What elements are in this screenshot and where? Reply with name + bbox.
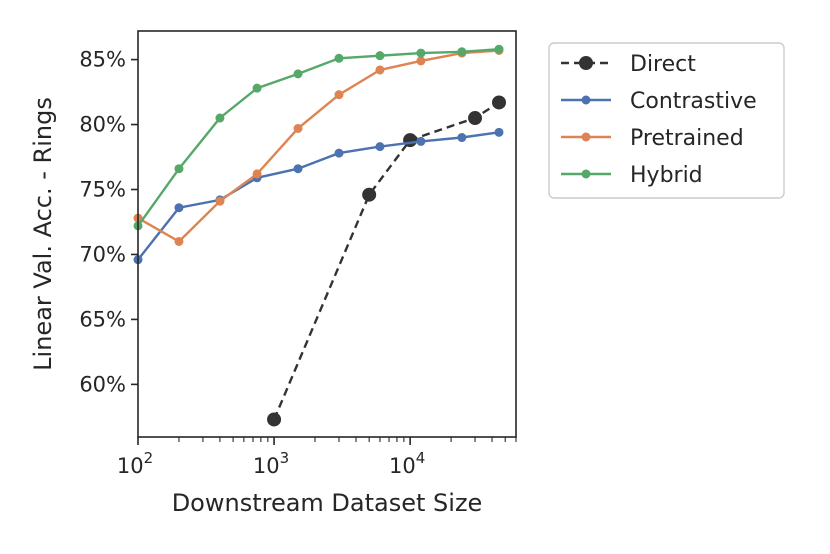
- data-point-contrastive: [293, 164, 303, 174]
- data-point-hybrid: [174, 164, 184, 174]
- data-point-hybrid: [215, 113, 225, 123]
- legend-label-direct: Direct: [630, 52, 696, 77]
- data-point-direct: [362, 187, 377, 202]
- legend-swatch-marker-hybrid: [581, 169, 591, 179]
- data-point-direct: [403, 133, 418, 148]
- legend-swatch-marker-pretrained: [581, 132, 591, 142]
- data-point-hybrid: [375, 51, 385, 61]
- legend: Direct Contrastive Pretrained Hybrid: [548, 42, 785, 199]
- x-tick-label-exponent: 4: [416, 449, 426, 467]
- data-point-hybrid: [457, 47, 467, 57]
- data-point-direct: [468, 111, 483, 126]
- series-line-hybrid: [137, 48, 500, 227]
- x-tick-label-base: 10: [117, 454, 144, 478]
- legend-box: [548, 42, 785, 199]
- series-line-contrastive: [137, 131, 500, 261]
- data-point-hybrid: [252, 83, 262, 93]
- legend-swatch-marker-direct: [579, 56, 593, 70]
- y-tick-label: 75%: [79, 178, 126, 202]
- y-axis-title: Linear Val. Acc. - Rings: [29, 97, 57, 371]
- y-tick-label: 70%: [79, 242, 126, 266]
- data-point-hybrid: [334, 53, 344, 63]
- y-tick-label: 85%: [79, 48, 126, 72]
- legend-label-hybrid: Hybrid: [630, 163, 703, 188]
- legend-label-contrastive: Contrastive: [630, 89, 757, 114]
- x-tick-label: 103: [253, 449, 289, 478]
- data-point-direct: [267, 412, 282, 427]
- data-point-contrastive: [416, 136, 426, 146]
- x-axis-title: Downstream Dataset Size: [172, 489, 483, 517]
- data-point-pretrained: [215, 196, 225, 206]
- plot-frame: [137, 30, 517, 438]
- legend-swatch-marker-contrastive: [581, 95, 591, 105]
- data-point-contrastive: [457, 133, 467, 143]
- y-tick-label: 60%: [79, 372, 126, 396]
- data-point-contrastive: [375, 142, 385, 152]
- y-tick-label: 80%: [79, 113, 126, 137]
- data-point-hybrid: [494, 44, 504, 54]
- x-tick-label: 102: [117, 449, 153, 478]
- data-point-hybrid: [416, 48, 426, 58]
- data-point-contrastive: [334, 148, 344, 158]
- x-tick-label-base: 10: [389, 454, 416, 478]
- data-point-contrastive: [174, 203, 184, 213]
- y-tick-label: 65%: [79, 307, 126, 331]
- data-point-pretrained: [416, 56, 426, 66]
- data-point-contrastive: [494, 127, 504, 137]
- x-tick-label: 104: [389, 449, 425, 478]
- data-point-pretrained: [375, 65, 385, 75]
- x-tick-label-exponent: 3: [280, 449, 290, 467]
- data-point-pretrained: [293, 123, 303, 133]
- series-line-pretrained: [137, 49, 500, 243]
- legend-label-pretrained: Pretrained: [630, 126, 744, 151]
- x-tick-label-base: 10: [253, 454, 280, 478]
- data-point-pretrained: [174, 236, 184, 246]
- data-point-direct: [492, 95, 507, 110]
- series-line-direct: [272, 101, 500, 420]
- x-tick-label-exponent: 2: [144, 449, 154, 467]
- data-point-hybrid: [293, 69, 303, 79]
- data-point-pretrained: [252, 169, 262, 179]
- data-point-pretrained: [334, 90, 344, 100]
